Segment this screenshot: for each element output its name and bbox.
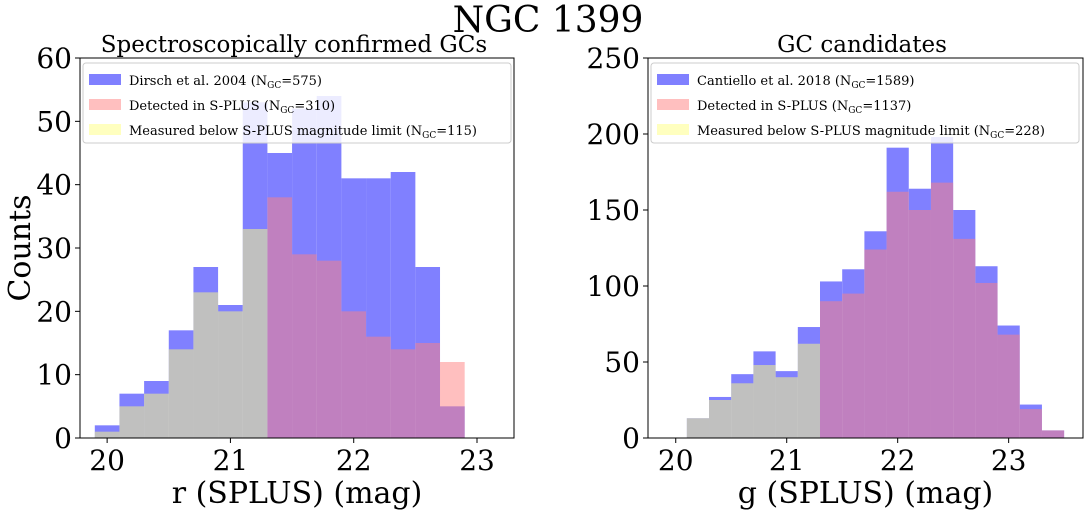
y-tick-label: 100: [587, 270, 640, 303]
x-tick-label: 23: [459, 444, 495, 477]
hist-bar-series-1: [267, 197, 293, 438]
hist-bar-series-2: [193, 292, 219, 438]
legend-swatch: [89, 124, 121, 135]
hist-bar-series-1: [316, 260, 342, 438]
x-tick-label: 22: [336, 444, 372, 477]
hist-bar-series-2: [168, 349, 194, 438]
y-tick-label: 200: [587, 118, 640, 151]
x-axis-label: r (SPLUS) (mag): [172, 476, 423, 511]
right-panel: 20 21 22 23 0 50 100 150 200 250 GC candidates g (S…: [587, 32, 1084, 511]
legend-swatch: [657, 74, 689, 85]
legend-entry-label: Detected in S-PLUS (NGC=310): [129, 99, 335, 116]
hist-bar-series-1: [415, 343, 441, 438]
hist-bar-series-1: [842, 293, 865, 438]
hist-bar-series-1: [975, 282, 998, 438]
legend-box: [82, 62, 512, 144]
axes-frame: [647, 57, 1084, 439]
hist-bar-series-2: [119, 406, 145, 438]
legend-swatch: [89, 99, 121, 110]
hist-bar-series-2: [144, 393, 169, 438]
hist-bar-series-1: [997, 334, 1020, 438]
y-tick-label: 30: [36, 232, 72, 265]
hist-bar-series-1: [953, 238, 976, 438]
hist-bar-series-1: [820, 301, 843, 438]
legend-swatch: [89, 74, 121, 85]
legend-swatch: [657, 124, 689, 135]
y-axis-label: Counts: [3, 194, 38, 301]
hist-bar-series-2: [686, 418, 710, 438]
y-tick-label: 50: [604, 346, 640, 379]
y-tick-label: 0: [54, 422, 72, 455]
hist-bar-series-1: [440, 362, 465, 438]
x-tick-label: 20: [658, 444, 694, 477]
x-tick-label: 20: [89, 444, 125, 477]
hist-bar-series-2: [218, 311, 243, 438]
hist-bar-series-1: [886, 191, 909, 438]
legend-entry-label: Cantiello et al. 2018 (NGC=1589): [697, 74, 914, 91]
panel-title: GC candidates: [777, 32, 947, 58]
hist-bar-series-1: [1019, 409, 1042, 438]
legend-entry-label: Dirsch et al. 2004 (NGC=575): [129, 74, 322, 91]
hist-bar-series-1: [930, 182, 954, 438]
legend-entry-label: Measured below S-PLUS magnitude limit (N…: [129, 124, 477, 141]
hist-bar-series-1: [366, 336, 391, 438]
x-tick-label: 21: [769, 444, 805, 477]
figure-title: NGC 1399: [453, 0, 644, 41]
panel-title: Spectroscopically confirmed GCs: [101, 32, 487, 58]
hist-bar-series-2: [731, 383, 754, 438]
hist-bar-series-2: [709, 400, 732, 438]
hist-bar-series-2: [753, 365, 776, 438]
hist-bar-series-2: [775, 377, 798, 438]
hist-bar-series-1: [1041, 430, 1065, 438]
y-tick-label: 150: [587, 194, 640, 227]
hist-bar-series-2: [242, 229, 268, 438]
hist-bar-series-2: [94, 431, 120, 438]
legend-entry-label: Detected in S-PLUS (NGC=1137): [697, 99, 911, 116]
x-tick-label: 21: [213, 444, 249, 477]
legend-box: [650, 62, 1080, 144]
y-tick-label: 10: [36, 359, 72, 392]
y-tick-label: 50: [36, 105, 72, 138]
hist-bar-series-1: [390, 349, 416, 438]
x-tick-label: 22: [880, 444, 916, 477]
x-axis-label: g (SPLUS) (mag): [738, 476, 993, 511]
y-tick-label: 40: [36, 169, 72, 202]
legend-entry-label: Measured below S-PLUS magnitude limit (N…: [697, 124, 1045, 141]
y-tick-label: 60: [36, 42, 72, 75]
hist-bar-series-1: [292, 254, 317, 438]
y-tick-label: 20: [36, 295, 72, 328]
x-tick-label: 23: [991, 444, 1027, 477]
y-tick-label: 250: [587, 42, 640, 75]
y-tick-label: 0: [622, 422, 640, 455]
hist-bar-series-1: [864, 249, 887, 438]
legend-swatch: [657, 99, 689, 110]
left-panel: 20 21 22 23 0 10 20 30 40 50 60 Spectroscopically c…: [3, 32, 515, 511]
hist-bar-series-1: [341, 311, 367, 438]
hist-bar-series-1: [908, 210, 931, 438]
hist-bar-series-2: [797, 343, 820, 438]
